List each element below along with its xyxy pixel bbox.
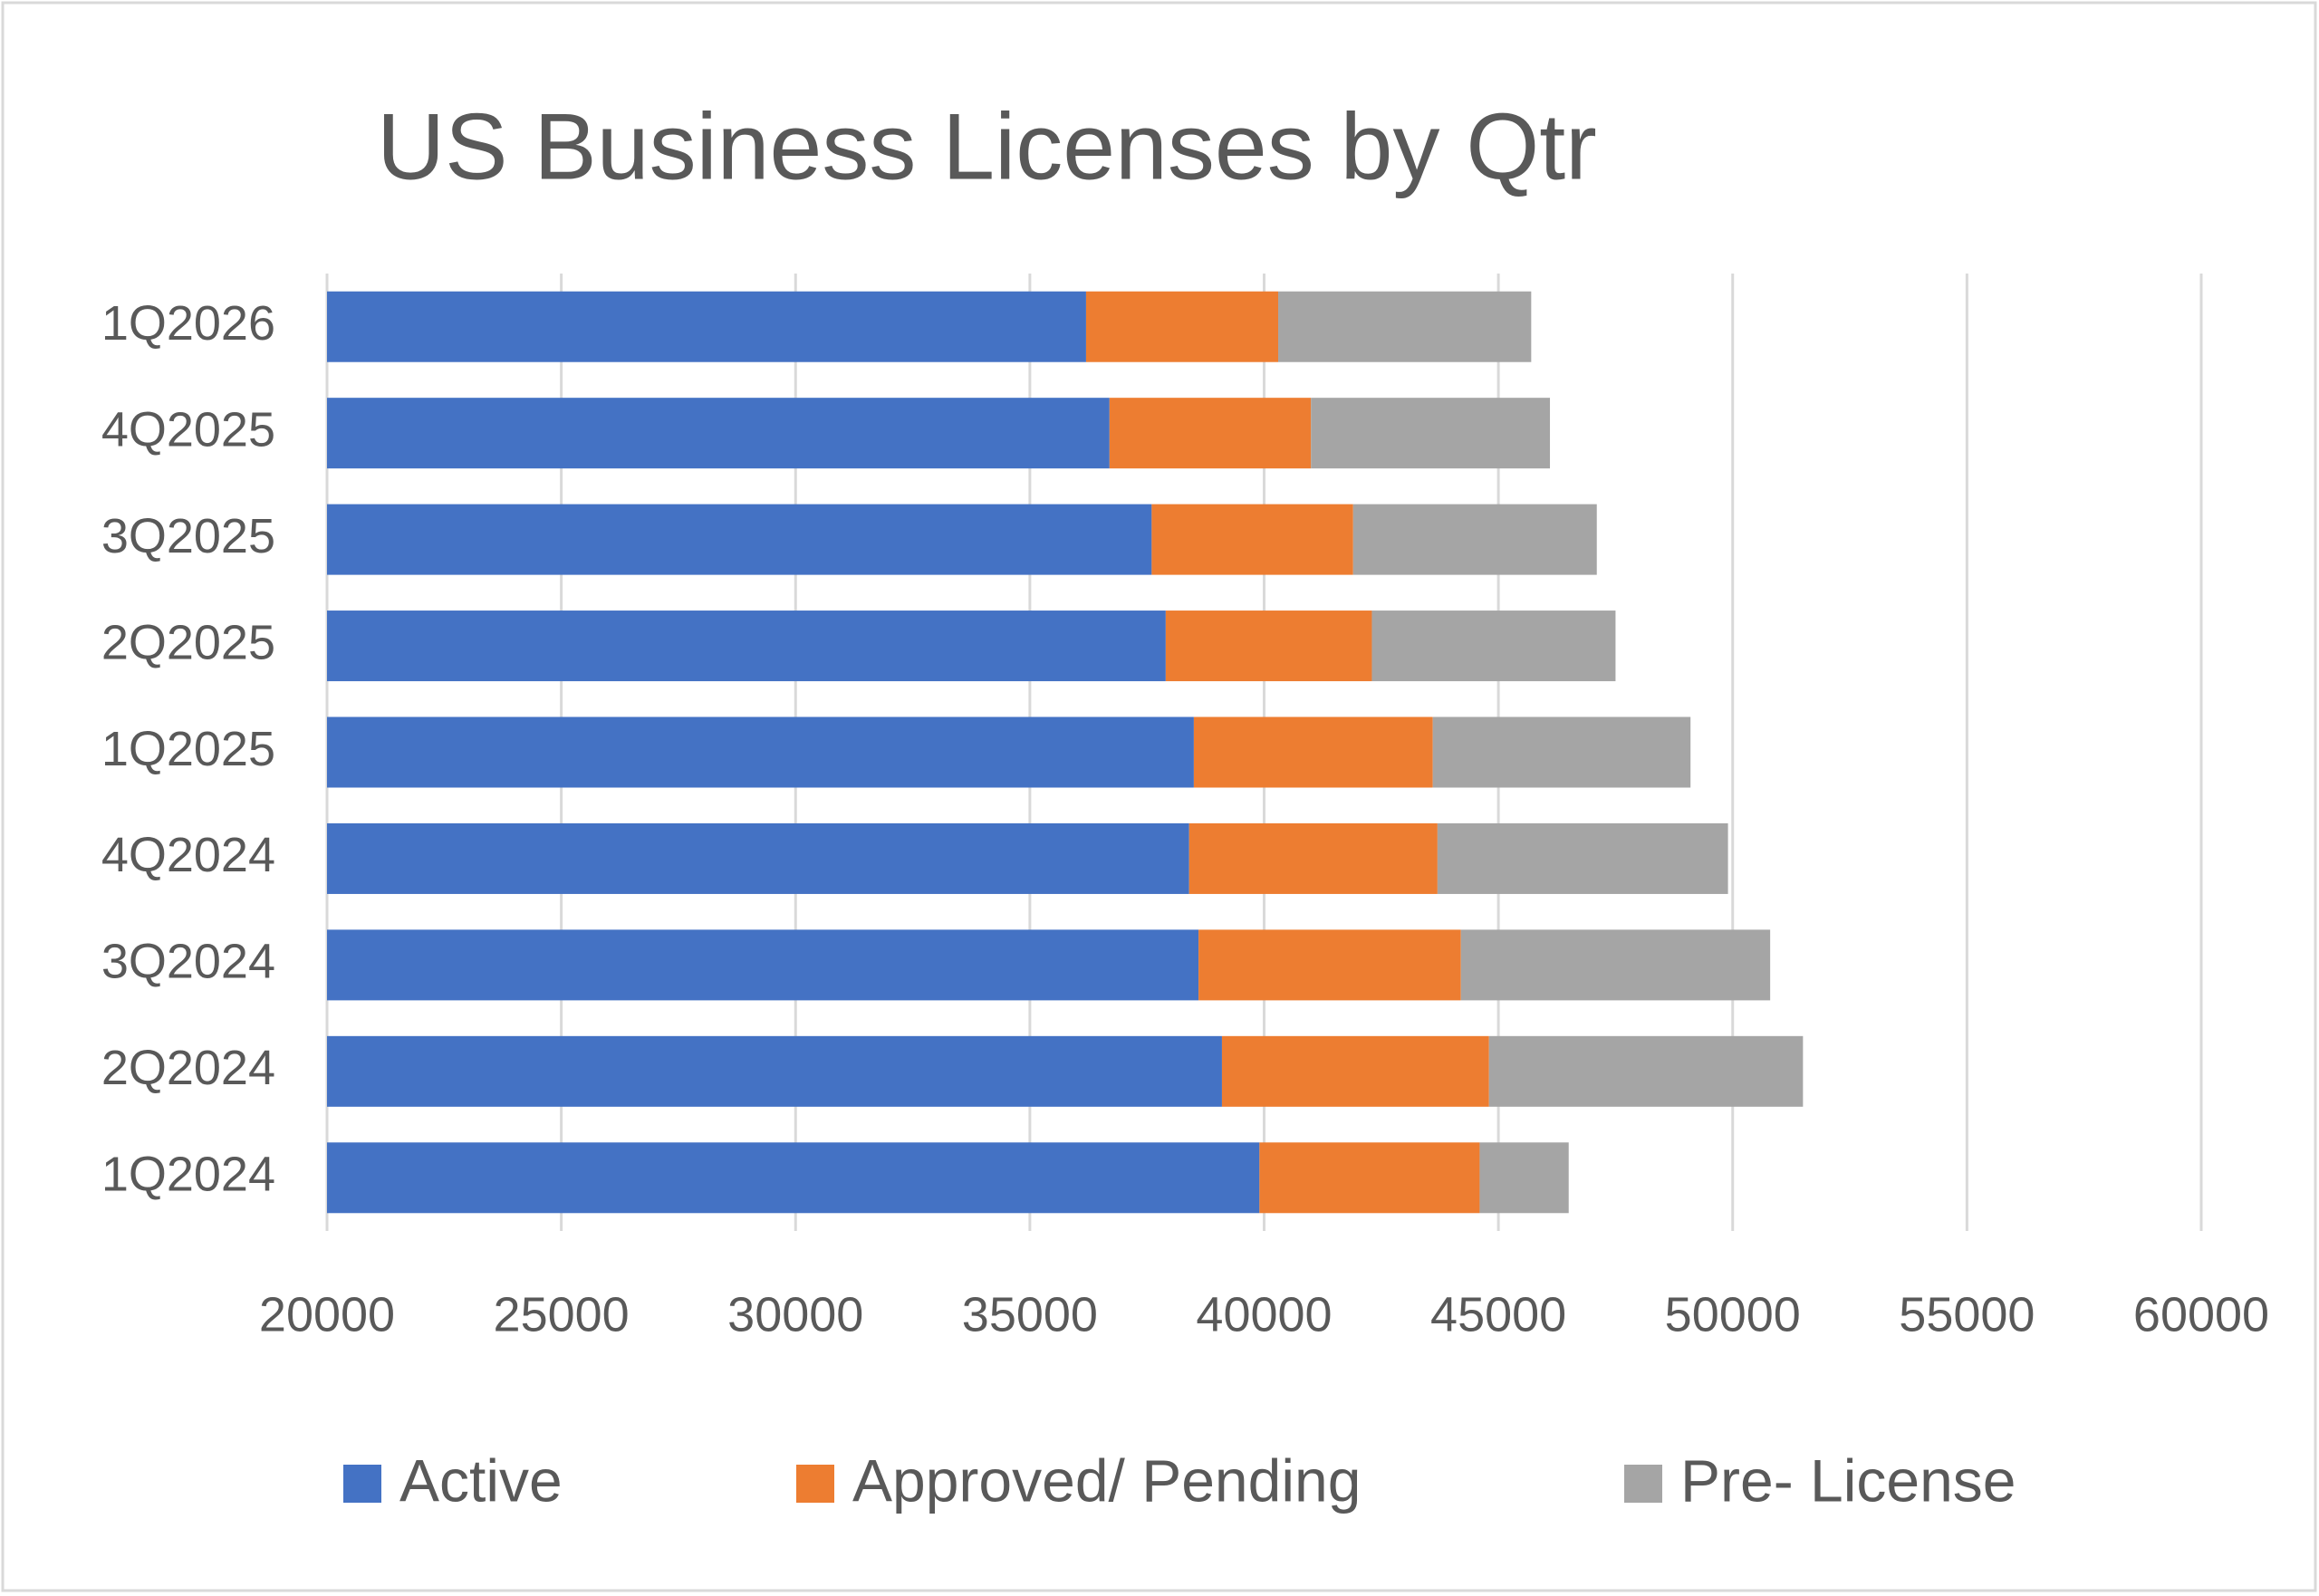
legend-swatch [796, 1465, 834, 1503]
bar-segment [1193, 716, 1433, 788]
bar-segment [327, 822, 1189, 894]
x-tick-label: 30000 [727, 1287, 863, 1341]
x-tick-label: 60000 [2133, 1287, 2269, 1341]
y-tick-label: 3Q2025 [101, 509, 275, 563]
x-tick-label: 50000 [1665, 1287, 1801, 1341]
y-tick-label: 1Q2026 [101, 296, 275, 351]
bar-segment [1198, 929, 1461, 1001]
y-tick-label: 3Q2024 [101, 935, 275, 989]
bar-segment [1259, 1142, 1480, 1214]
bar-segment [1109, 398, 1312, 469]
bar-segment [1278, 291, 1532, 362]
bar-segment [1165, 611, 1372, 682]
legend-swatch [343, 1465, 381, 1503]
x-tick-label: 40000 [1196, 1287, 1332, 1341]
y-tick-label: 1Q2025 [101, 722, 275, 776]
legend-label: Approved/ Pending [852, 1447, 1361, 1514]
bar-segment [1437, 822, 1728, 894]
bar-segment [1151, 504, 1353, 575]
bar-segment [1311, 398, 1551, 469]
y-tick-label: 2Q2024 [101, 1041, 275, 1095]
chart-title: US Business Licenses by Qtr [377, 94, 1597, 199]
legend-label: Active [399, 1447, 563, 1514]
bar-segment [1460, 929, 1771, 1001]
y-tick-label: 4Q2024 [101, 828, 275, 882]
y-tick-label: 2Q2025 [101, 615, 275, 669]
bar-segment [1221, 1035, 1489, 1107]
x-tick-label: 45000 [1430, 1287, 1566, 1341]
x-tick-label: 55000 [1899, 1287, 2035, 1341]
bar-segment [1352, 504, 1597, 575]
y-tick-label: 1Q2024 [101, 1148, 275, 1202]
x-tick-label: 20000 [259, 1287, 395, 1341]
bar-segment [327, 716, 1194, 788]
bar-segment [327, 611, 1166, 682]
bar-segment [327, 398, 1110, 469]
bar-segment [1085, 291, 1279, 362]
bar-segment [327, 929, 1199, 1001]
bar-segment [327, 1142, 1260, 1214]
bar-segment [1488, 1035, 1804, 1107]
bar-segment [1371, 611, 1616, 682]
legend-swatch [1624, 1465, 1662, 1503]
x-tick-label: 35000 [962, 1287, 1098, 1341]
legend-label: Pre- License [1680, 1447, 2016, 1514]
bar-segment [327, 504, 1152, 575]
y-tick-label: 4Q2025 [101, 402, 275, 457]
bar-segment [1432, 716, 1691, 788]
bar-segment [1479, 1142, 1569, 1214]
bar-segment [327, 291, 1086, 362]
bar-segment [327, 1035, 1222, 1107]
bar-segment [1188, 822, 1438, 894]
x-tick-label: 25000 [494, 1287, 630, 1341]
